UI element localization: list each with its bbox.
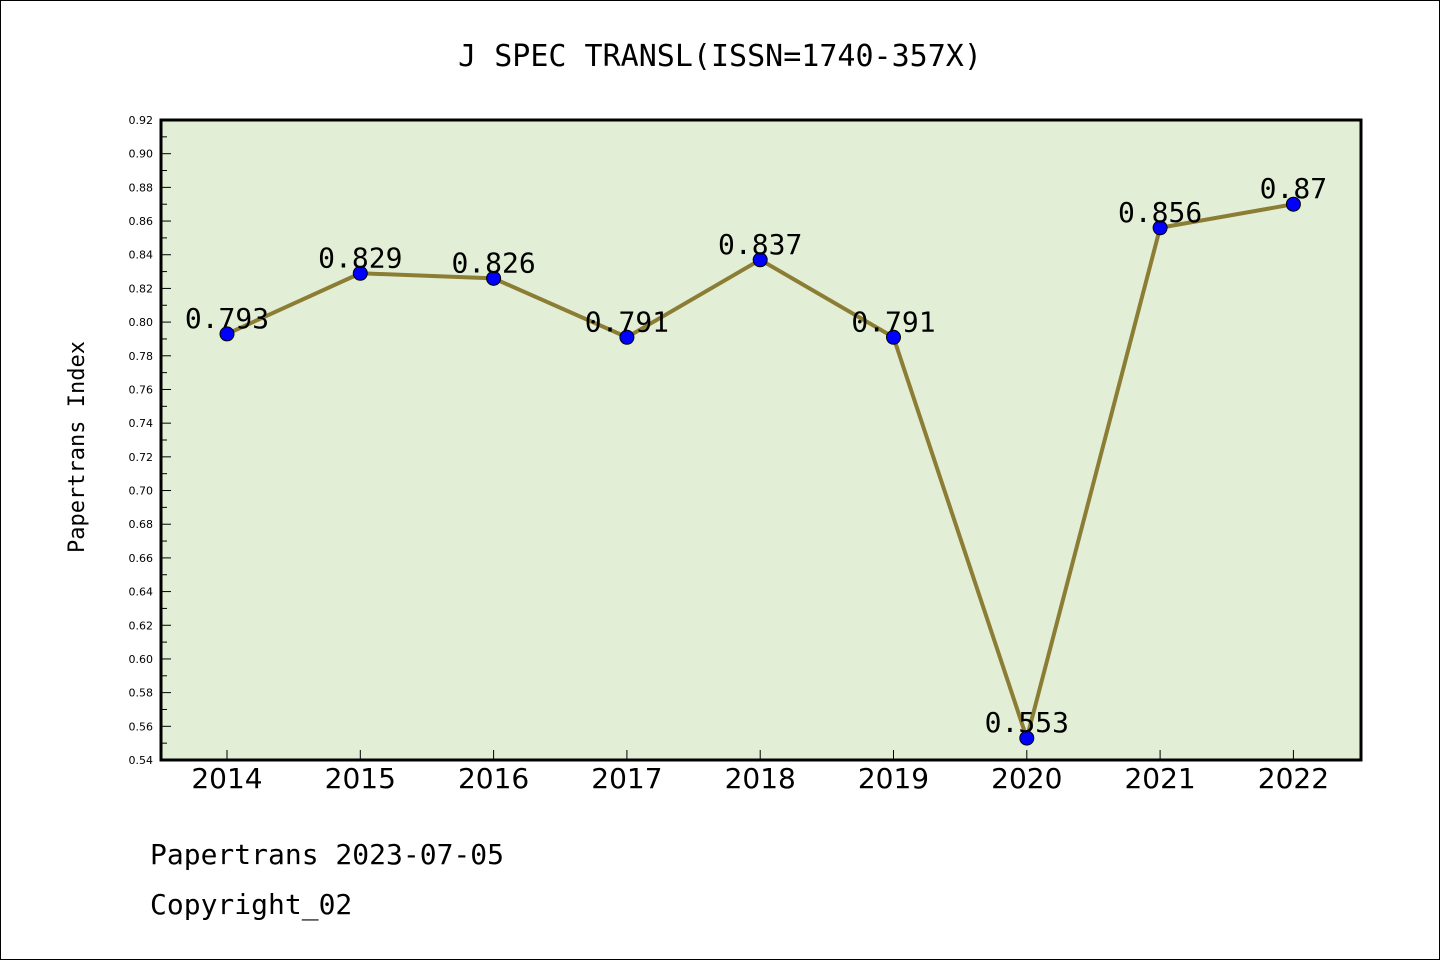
y-tick-label: 0.60 — [129, 653, 154, 666]
data-point — [1019, 730, 1035, 746]
data-label: 0.793 — [185, 302, 269, 335]
plot-border — [159, 118, 1363, 762]
y-tick-label: 0.74 — [129, 417, 154, 430]
y-tick-label: 0.62 — [129, 619, 154, 632]
y-tick-label: 0.90 — [129, 148, 154, 161]
data-label: 0.791 — [851, 305, 935, 338]
data-point — [619, 329, 635, 345]
x-axis-ticks: 2014 2015 2016 2017 2018 2019 2020 2021 2022 — [191, 750, 1329, 795]
chart-title: J SPEC TRANSL(ISSN=1740-357X) — [458, 39, 982, 74]
data-point — [752, 252, 768, 268]
data-label: 0.856 — [1118, 196, 1202, 229]
y-tick-label: 0.56 — [129, 720, 154, 733]
x-tick-label: 2017 — [591, 762, 662, 795]
x-tick-label: 2020 — [991, 762, 1062, 795]
x-tick-label: 2015 — [325, 762, 396, 795]
data-point — [1285, 196, 1301, 212]
footer-copyright: Copyright_02 — [150, 888, 352, 922]
x-tick-label: 2021 — [1124, 762, 1195, 795]
y-tick-label: 0.68 — [129, 518, 154, 531]
y-tick-label: 0.54 — [129, 754, 154, 767]
data-label: 0.791 — [585, 305, 669, 338]
y-tick-label: 0.84 — [129, 249, 154, 262]
data-point — [1152, 220, 1168, 236]
y-tick-label: 0.80 — [129, 316, 154, 329]
y-tick-label: 0.58 — [129, 687, 154, 700]
x-tick-label: 2022 — [1258, 762, 1329, 795]
y-tick-label: 0.64 — [129, 586, 154, 599]
data-point — [886, 329, 901, 345]
data-points — [219, 196, 1301, 746]
data-label: 0.837 — [718, 228, 802, 261]
y-tick-label: 0.88 — [129, 181, 154, 194]
y-axis-ticks: 0.54 0.56 0.58 0.60 0.62 0.64 0.66 0.68 0.70 0.72… — [129, 114, 171, 767]
x-tick-label: 2014 — [191, 762, 262, 795]
data-label: 0.826 — [451, 246, 535, 279]
data-label: 0.553 — [985, 706, 1069, 739]
data-point — [352, 265, 368, 281]
data-labels: 0.793 0.829 0.826 0.791 0.837 0.791 0.553 0.856… — [185, 172, 1327, 739]
y-tick-label: 0.78 — [129, 350, 154, 363]
data-label: 0.829 — [318, 241, 402, 274]
data-point — [219, 326, 235, 342]
data-point — [486, 270, 502, 286]
y-tick-label: 0.92 — [129, 114, 154, 127]
y-tick-label: 0.70 — [129, 485, 154, 498]
y-tick-label: 0.86 — [129, 215, 154, 228]
x-tick-label: 2019 — [858, 762, 929, 795]
data-label: 0.87 — [1260, 172, 1327, 205]
y-tick-label: 0.76 — [129, 383, 154, 396]
y-tick-label: 0.72 — [129, 451, 154, 464]
x-tick-label: 2018 — [725, 762, 796, 795]
x-tick-label: 2016 — [458, 762, 529, 795]
y-tick-label: 0.66 — [129, 552, 154, 565]
y-tick-label: 0.82 — [129, 282, 154, 295]
footer-date: Papertrans 2023-07-05 — [150, 838, 504, 871]
y-axis-label: Papertrans Index — [65, 341, 90, 553]
